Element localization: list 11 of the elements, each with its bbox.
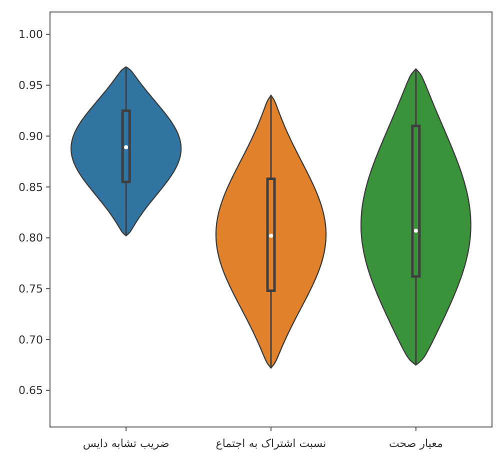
y-tick-label: 0.85 [18, 180, 43, 194]
y-tick-label: 0.70 [18, 333, 43, 346]
x-tick-label: ضریب تشابه دایس [82, 437, 170, 450]
y-tick-label: 0.80 [18, 232, 43, 245]
y-tick-label: 0.95 [18, 79, 43, 92]
y-tick-label: 0.65 [18, 384, 43, 398]
y-tick-label: 0.75 [18, 282, 43, 296]
y-tick-label: 1.00 [18, 28, 43, 42]
x-tick-label: معیار صحت [388, 437, 443, 450]
x-tick-label: نسبت اشتراک به اجتماع [216, 437, 326, 450]
y-tick-label: 0.90 [18, 130, 43, 143]
